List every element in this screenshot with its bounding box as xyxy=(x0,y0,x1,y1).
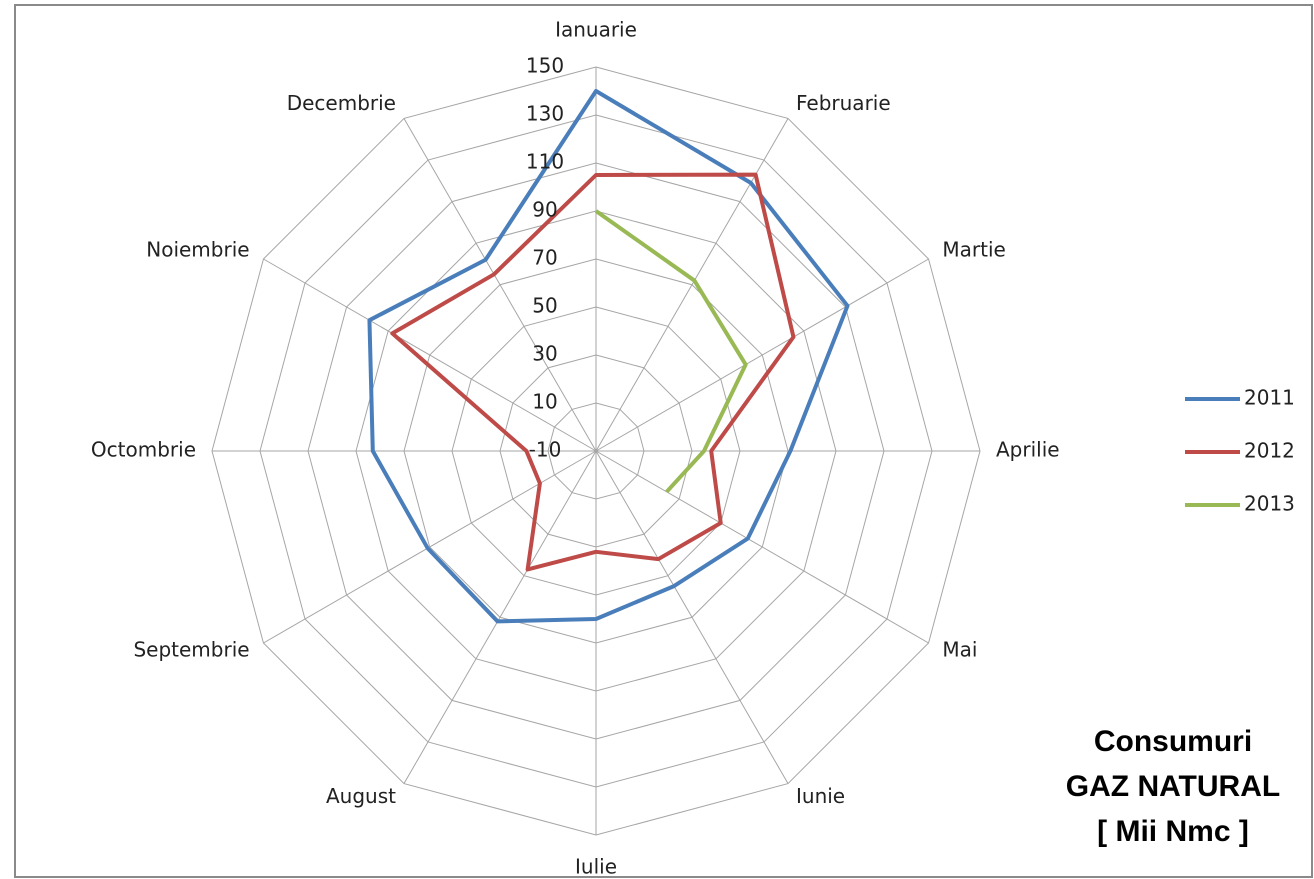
chart-title: Consumuri xyxy=(1094,725,1252,758)
r-tick-label: 70 xyxy=(532,246,557,270)
spoke xyxy=(403,450,597,784)
chart-title: [ Mii Nmc ] xyxy=(1097,815,1249,848)
chart-title: GAZ NATURAL xyxy=(1066,770,1280,803)
category-label: Noiembrie xyxy=(146,238,249,262)
category-label: Octombrie xyxy=(91,438,196,462)
series-line xyxy=(594,209,748,494)
chart-frame xyxy=(14,4,1313,878)
r-tick-label: 10 xyxy=(532,390,557,414)
r-tick-label: 50 xyxy=(532,294,557,318)
legend-label: 2013 xyxy=(1244,492,1295,516)
category-label: Martie xyxy=(942,238,1005,262)
labels: -10 10 30 50 70 90 110 130 150 Ianuarie Februarie M… xyxy=(91,18,1295,879)
r-tick-label: 110 xyxy=(526,150,564,174)
r-tick-label: 90 xyxy=(532,198,557,222)
category-label: Iunie xyxy=(796,784,845,808)
category-label: Mai xyxy=(942,638,977,662)
series-line xyxy=(367,89,850,624)
legend-label: 2011 xyxy=(1244,386,1295,410)
category-label: Februarie xyxy=(796,91,891,115)
r-tick-label: 130 xyxy=(526,102,564,126)
category-label: Septembrie xyxy=(133,638,249,662)
legend-label: 2012 xyxy=(1244,439,1295,463)
plot xyxy=(367,89,850,624)
category-label: Aprilie xyxy=(996,438,1060,462)
series-line xyxy=(390,172,796,572)
category-label: Decembrie xyxy=(287,91,396,115)
category-label: August xyxy=(326,784,396,808)
category-label: Iulie xyxy=(575,855,617,879)
r-tick-label: 150 xyxy=(526,54,564,78)
r-tick-label: 30 xyxy=(532,342,557,366)
spoke xyxy=(595,258,929,452)
spoke xyxy=(595,450,929,644)
spoke xyxy=(403,118,597,452)
grid xyxy=(211,66,981,836)
spoke xyxy=(263,258,597,452)
r-tick-label: -10 xyxy=(529,438,562,462)
spoke xyxy=(595,450,789,784)
category-label: Ianuarie xyxy=(555,18,637,42)
